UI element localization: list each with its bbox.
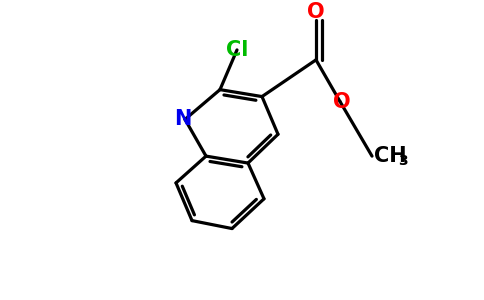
Text: 3: 3 (398, 154, 408, 168)
Text: O: O (333, 92, 351, 112)
Text: CH: CH (374, 146, 407, 166)
Text: O: O (307, 2, 325, 22)
Text: Cl: Cl (226, 40, 248, 60)
Text: N: N (174, 110, 192, 129)
